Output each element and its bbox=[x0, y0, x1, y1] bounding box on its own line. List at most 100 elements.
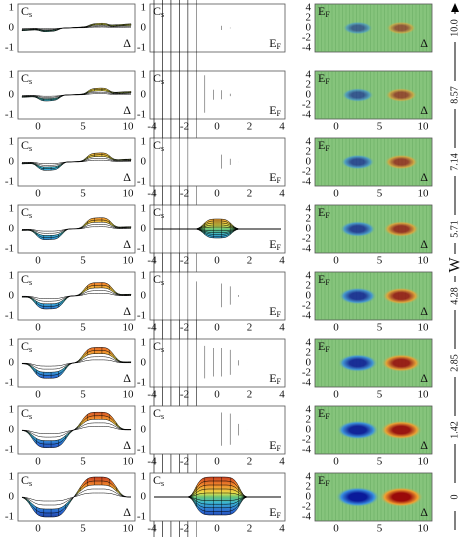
y-tick-label: 1 bbox=[141, 69, 147, 81]
y-tick-label: 2 bbox=[306, 481, 312, 493]
blob bbox=[339, 221, 376, 237]
panel-label: Δ bbox=[123, 170, 131, 184]
panel-label: Cs bbox=[153, 4, 164, 19]
y-tick-label: 4 bbox=[306, 69, 312, 81]
label-sub: F bbox=[277, 243, 282, 252]
x-tick-label: 10 bbox=[418, 456, 430, 468]
y-tick-label: 0 bbox=[141, 223, 147, 235]
x-tick-label: 10 bbox=[123, 255, 135, 267]
label-main: C bbox=[21, 71, 29, 85]
x-tick-label: 4 bbox=[279, 322, 285, 334]
label-sub: s bbox=[29, 412, 32, 421]
label-main: E bbox=[269, 304, 276, 318]
x-tick-label: -4 bbox=[147, 121, 157, 133]
label-main: E bbox=[318, 272, 325, 286]
x-tick-label: 10 bbox=[418, 389, 430, 401]
blob bbox=[383, 221, 420, 237]
panel-label: EF bbox=[269, 237, 281, 252]
y-tick-label: 0 bbox=[9, 424, 15, 436]
panel-label: EF bbox=[269, 438, 281, 453]
mesh-line bbox=[21, 347, 131, 379]
x-tick-label: 0 bbox=[333, 322, 339, 334]
x-tick-label: -4 bbox=[147, 322, 157, 334]
plot-frame bbox=[149, 3, 286, 53]
plot-frame bbox=[17, 405, 136, 455]
y-tick-label: -1 bbox=[137, 310, 146, 322]
x-tick-label: 5 bbox=[80, 456, 86, 468]
w-tick-bg bbox=[448, 282, 462, 310]
x-tick-label: 0 bbox=[333, 456, 339, 468]
x-tick-label: 0 bbox=[333, 255, 339, 267]
mesh-line bbox=[21, 488, 131, 506]
y-tick-label: 0 bbox=[9, 22, 15, 34]
label-main: E bbox=[318, 473, 325, 487]
mesh-line bbox=[21, 484, 131, 510]
x-tick-label: -2 bbox=[180, 322, 189, 334]
panel-label: Cs bbox=[21, 406, 32, 421]
panel-label: Δ bbox=[123, 371, 131, 385]
x-tick-label: 5 bbox=[80, 188, 86, 200]
y-tick-label: -1 bbox=[137, 176, 146, 188]
x-tick-label: 0 bbox=[35, 456, 41, 468]
panel-label: EF bbox=[318, 205, 330, 220]
y-tick-label: 2 bbox=[306, 347, 312, 359]
y-tick-label: 0 bbox=[9, 357, 15, 369]
x-tick-label: -2 bbox=[180, 456, 189, 468]
label-main: C bbox=[153, 205, 161, 219]
x-tick-label: 0 bbox=[214, 188, 220, 200]
label-sub: s bbox=[29, 144, 32, 153]
y-tick-label: 4 bbox=[306, 270, 312, 282]
y-tick-label: 0 bbox=[306, 357, 312, 369]
w-tick-bg bbox=[448, 416, 462, 444]
label-main: E bbox=[269, 237, 276, 251]
x-tick-label: 2 bbox=[247, 456, 253, 468]
y-tick-label: -1 bbox=[5, 444, 14, 456]
label-sub: s bbox=[161, 144, 164, 153]
label-main: C bbox=[21, 473, 29, 487]
y-tick-label: 0 bbox=[9, 89, 15, 101]
panel-label: EF bbox=[269, 371, 281, 386]
y-tick-label: 2 bbox=[306, 79, 312, 91]
blob bbox=[379, 487, 424, 507]
panel-label: Cs bbox=[21, 71, 32, 86]
label-main: E bbox=[318, 205, 325, 219]
x-tick-label: 5 bbox=[377, 389, 383, 401]
y-tick-label: -1 bbox=[137, 444, 146, 456]
x-tick-label: 0 bbox=[214, 389, 220, 401]
label-sub: F bbox=[277, 176, 282, 185]
y-tick-label: -2 bbox=[302, 434, 311, 446]
w-tick-label: 7.14 bbox=[449, 153, 460, 171]
label-sub: s bbox=[161, 77, 164, 86]
mesh-line bbox=[21, 419, 131, 441]
y-tick-label: 0 bbox=[141, 290, 147, 302]
y-tick-label: -1 bbox=[5, 42, 14, 54]
y-tick-label: 0 bbox=[9, 491, 15, 503]
panel-label: Cs bbox=[21, 339, 32, 354]
x-tick-label: 5 bbox=[377, 188, 383, 200]
y-tick-label: -1 bbox=[137, 511, 146, 523]
x-tick-label: 5 bbox=[80, 322, 86, 334]
x-tick-label: 2 bbox=[247, 389, 253, 401]
plot-frame bbox=[149, 405, 286, 455]
blob bbox=[384, 154, 419, 170]
y-tick-label: 0 bbox=[306, 290, 312, 302]
panel-label: Cs bbox=[153, 473, 164, 488]
panel-label: Δ bbox=[420, 438, 428, 452]
panel-label: EF bbox=[318, 473, 330, 488]
label-main: E bbox=[318, 4, 325, 18]
y-tick-label: -4 bbox=[302, 42, 312, 54]
mesh-line bbox=[21, 22, 132, 32]
label-main: C bbox=[153, 406, 161, 420]
label-main: C bbox=[21, 339, 29, 353]
y-tick-label: -4 bbox=[302, 377, 312, 389]
w-tick-bg bbox=[448, 148, 462, 176]
mesh-line bbox=[21, 411, 131, 448]
y-tick-label: 1 bbox=[141, 471, 147, 483]
y-tick-label: -1 bbox=[5, 109, 14, 121]
y-tick-label: 2 bbox=[306, 12, 312, 24]
label-main: C bbox=[21, 4, 29, 18]
label-sub: s bbox=[161, 412, 164, 421]
y-tick-label: 0 bbox=[141, 89, 147, 101]
panel-label: EF bbox=[269, 505, 281, 520]
y-tick-label: 1 bbox=[9, 471, 15, 483]
